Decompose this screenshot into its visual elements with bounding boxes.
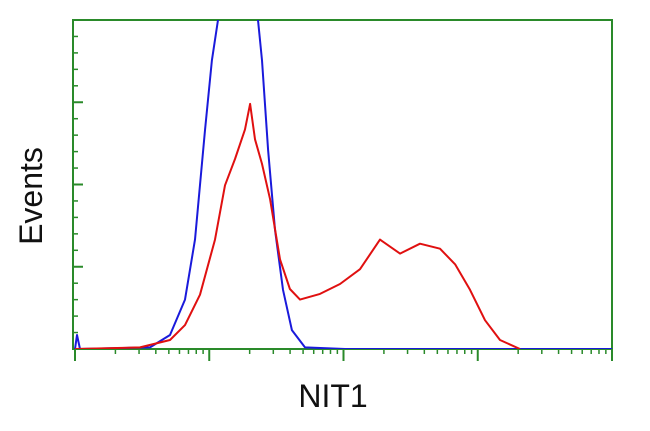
plot-frame [72, 19, 613, 350]
x-axis-label: NIT1 [298, 378, 367, 414]
histogram-line [74, 20, 612, 349]
histogram-line [74, 102, 521, 349]
plot-area [74, 20, 612, 349]
y-axis-label: Events [13, 147, 49, 245]
